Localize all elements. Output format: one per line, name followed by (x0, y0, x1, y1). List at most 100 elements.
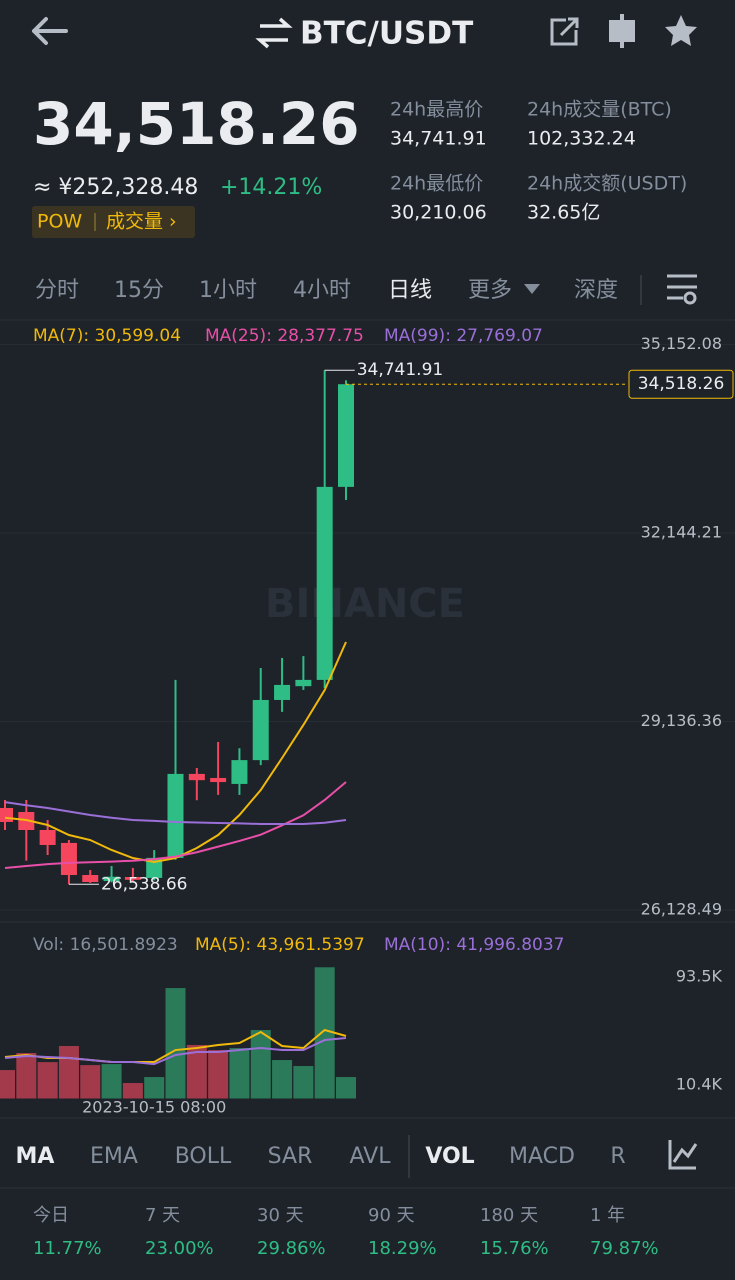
candle-body (274, 684, 291, 700)
candle-body (39, 830, 56, 845)
cny-price: ≈ ¥252,328.48 (33, 175, 198, 200)
volume-bar (186, 1044, 207, 1099)
interval-tab[interactable]: 15分 (114, 278, 164, 303)
swap-icon[interactable] (255, 17, 293, 49)
period-value: 11.77% (33, 1238, 102, 1259)
period-label: 30 天 (257, 1205, 304, 1226)
period-label: 7 天 (145, 1205, 180, 1226)
y-tick-label: 29,136.36 (641, 711, 722, 730)
indicator-tab[interactable]: AVL (350, 1144, 392, 1169)
period-label: 90 天 (368, 1205, 415, 1226)
layout-icon[interactable] (609, 14, 635, 48)
vol-ma-legend: MA(10): 41,996.8037 (384, 935, 564, 955)
candle-body (146, 857, 163, 878)
last-price-tag: 34,518.26 (638, 374, 725, 394)
candle-body (18, 812, 35, 831)
candle-body (316, 486, 333, 680)
tag-divider (94, 213, 96, 231)
period-label: 180 天 (480, 1205, 538, 1226)
stat-label: 24h最低价 (390, 173, 483, 195)
share-icon[interactable] (550, 17, 579, 46)
stat-value: 102,332.24 (527, 128, 636, 150)
back-button[interactable] (32, 17, 68, 45)
ma-line (4, 641, 347, 864)
candle-body (103, 876, 120, 882)
y-tick-label: 26,128.49 (641, 899, 722, 918)
volume-bar (229, 1048, 250, 1099)
interval-tab[interactable]: 1小时 (199, 278, 257, 303)
vol-tick-label: 10.4K (676, 1074, 723, 1093)
volume-bar (37, 1062, 58, 1099)
vol-ma-legend: MA(5): 43,961.5397 (195, 935, 365, 955)
vol-title: Vol: 16,501.8923 (33, 935, 178, 955)
favorite-icon[interactable] (665, 15, 697, 46)
period-label: 今日 (33, 1205, 69, 1226)
tag-box[interactable] (32, 206, 195, 238)
y-tick-label: 32,144.21 (641, 522, 722, 541)
pair-title: BTC/USDT (300, 16, 473, 52)
stat-value: 30,210.06 (390, 202, 487, 224)
candle-body (338, 384, 354, 487)
price-change: +14.21% (220, 175, 322, 200)
volume-bar (293, 1066, 314, 1099)
indicator-tab[interactable]: VOL (425, 1144, 474, 1169)
indicator-tab[interactable]: R (610, 1144, 625, 1169)
vol-ma-line (4, 1036, 347, 1066)
dropdown-arrow (524, 284, 540, 294)
candle-body (188, 773, 205, 781)
volume-bar (122, 1083, 143, 1099)
period-value: 29.86% (257, 1238, 326, 1259)
volume-bar (208, 1050, 229, 1099)
candle-body (295, 679, 312, 687)
volume-bar (0, 1070, 15, 1099)
volume-bar (101, 1064, 122, 1099)
ma-legend: MA(99): 27,769.07 (384, 326, 543, 346)
indicator-tab[interactable]: MACD (509, 1144, 575, 1169)
chart-icon[interactable] (668, 1140, 698, 1170)
interval-tab[interactable]: 深度 (574, 278, 618, 303)
candle-body (124, 877, 141, 880)
volume-bar (58, 1046, 79, 1099)
indicator-tab[interactable]: SAR (268, 1144, 313, 1169)
period-value: 18.29% (368, 1238, 437, 1259)
period-value: 79.87% (590, 1238, 659, 1259)
ma-line (4, 801, 347, 825)
stat-value: 32.65亿 (527, 202, 600, 224)
candle-body (82, 874, 99, 883)
volume-bar (165, 988, 186, 1099)
last-price-box (628, 369, 734, 399)
interval-tab[interactable]: 日线 (388, 278, 432, 303)
indicator-tab[interactable]: MA (16, 1144, 55, 1169)
settings-icon[interactable] (667, 274, 697, 300)
high-label: 34,741.91 (357, 360, 444, 380)
ma-legend: MA(25): 28,377.75 (205, 326, 364, 346)
ma-legend: MA(7): 30,599.04 (33, 326, 181, 346)
indicator-tab[interactable]: BOLL (175, 1144, 232, 1169)
watermark: BINANCE (265, 581, 465, 627)
interval-tab[interactable]: 分时 (35, 278, 79, 303)
candle-body (252, 699, 269, 761)
indicator-tab[interactable]: EMA (90, 1144, 138, 1169)
stat-label: 24h成交量(BTC) (527, 99, 672, 121)
interval-tab[interactable]: 4小时 (293, 278, 351, 303)
candle-body (0, 808, 13, 822)
volume-bar (144, 1077, 165, 1099)
last-price: 34,518.26 (33, 90, 360, 158)
y-tick-label: 35,152.08 (641, 334, 722, 353)
low-label: 26,538.66 (101, 874, 188, 894)
vol-tick-label: 93.5K (676, 967, 723, 986)
interval-tab[interactable]: 更多 (468, 278, 512, 303)
period-value: 23.00% (145, 1238, 214, 1259)
period-label: 1 年 (590, 1205, 625, 1226)
candle-body (210, 777, 227, 783)
candle-body (60, 842, 77, 875)
candle-body (167, 773, 184, 858)
x-tick-label: 2023-10-15 08:00 (82, 1098, 226, 1117)
tag-link[interactable]: 成交量 › (106, 211, 177, 233)
volume-bar (314, 967, 335, 1099)
stat-label: 24h成交额(USDT) (527, 173, 687, 195)
candle-body (231, 760, 248, 784)
settings-icon-dot (683, 291, 697, 305)
stat-value: 34,741.91 (390, 128, 487, 150)
